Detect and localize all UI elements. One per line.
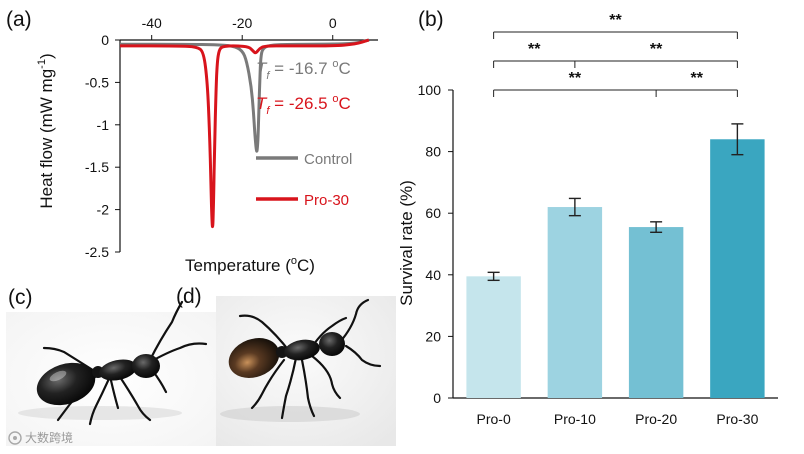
tf-pro30-annotation: Tf = -26.5 oC	[256, 93, 351, 117]
ant-photo-c	[6, 300, 216, 446]
survival-y-tick-label: 80	[425, 144, 441, 160]
bar-pro-20	[628, 227, 684, 398]
dsc-x-tick-label: -20	[232, 15, 252, 31]
dsc-x-tick-label: -40	[142, 15, 162, 31]
sig-stars: **	[650, 41, 663, 58]
dsc-y-tick-label: 0	[101, 32, 109, 48]
survival-y-axis-label: Survival rate (%)	[397, 180, 416, 306]
ant-d-abdomen	[228, 338, 280, 378]
panel-label-a: (a)	[6, 8, 32, 31]
survival-y-tick-label: 0	[433, 390, 441, 406]
survival-y-tick-label: 100	[418, 82, 442, 98]
ant-d-head	[319, 332, 345, 356]
dsc-x-tick-label: 0	[329, 15, 337, 31]
dsc-x-axis-label: Temperature (oC)	[185, 255, 315, 275]
dsc-y-tick-label: -1	[97, 117, 110, 133]
survival-x-tick-label-pro-20: Pro-20	[635, 411, 677, 427]
bar-ticks: 0 20 40 60 80 100 Pro-0 Pro-10 Pro-20 Pro-30	[418, 82, 759, 427]
survival-y-tick-label: 40	[425, 267, 441, 283]
survival-x-tick-label-pro-0: Pro-0	[477, 411, 511, 427]
panel-label-c: (c)	[8, 286, 33, 309]
ant-d-thorax	[284, 339, 320, 361]
dsc-y-tick-label: -0.5	[85, 74, 109, 90]
dsc-lines	[120, 38, 370, 229]
significance-brackets: ** ** ** ** **	[493, 12, 738, 97]
dsc-ticks: -40 -20 0 0 -0.5 -1 -1.5 -2 -2.5	[85, 15, 337, 260]
dsc-y-tick-label: -2.5	[85, 244, 109, 260]
dsc-y-axis-label: Heat flow (mW mg-1)	[36, 53, 56, 208]
bar-pro-0	[466, 276, 521, 398]
legend-label-pro30: Pro-30	[304, 192, 349, 209]
sig-stars: **	[691, 70, 704, 87]
survival-x-tick-label-pro-10: Pro-10	[554, 411, 596, 427]
bar-pro-10	[547, 207, 603, 398]
watermark: 大数跨境	[8, 430, 73, 445]
survival-x-tick-label-pro-30: Pro-30	[716, 411, 758, 427]
ant-c-thorax	[99, 359, 137, 381]
legend-label-control: Control	[304, 151, 352, 168]
ant-c-head	[132, 354, 160, 378]
dsc-series-pro-30	[120, 38, 370, 229]
ant-photo-d	[216, 296, 396, 446]
bar-pro-30	[710, 139, 765, 398]
dsc-axes	[119, 39, 378, 252]
panel-label-b: (b)	[418, 8, 444, 31]
sig-stars: **	[569, 70, 582, 87]
watermark-text: 大数跨境	[25, 430, 73, 445]
bar-marks	[466, 123, 765, 398]
dsc-chart: -40 -20 0 0 -0.5 -1 -1.5 -2 -2.5 Temperature (oC…	[36, 15, 378, 275]
dsc-legend: Control Pro-30	[256, 151, 352, 209]
dsc-y-tick-label: -2	[97, 202, 110, 218]
ant-c-abdomen	[36, 362, 96, 406]
weibo-icon	[8, 431, 22, 445]
survival-y-tick-label: 60	[425, 205, 441, 221]
sig-stars: **	[528, 41, 541, 58]
sig-stars: **	[609, 12, 622, 29]
survival-y-tick-label: 20	[425, 328, 441, 344]
tf-control-annotation: Tf = -16.7 oC	[256, 58, 351, 82]
dsc-y-tick-label: -1.5	[85, 159, 109, 175]
